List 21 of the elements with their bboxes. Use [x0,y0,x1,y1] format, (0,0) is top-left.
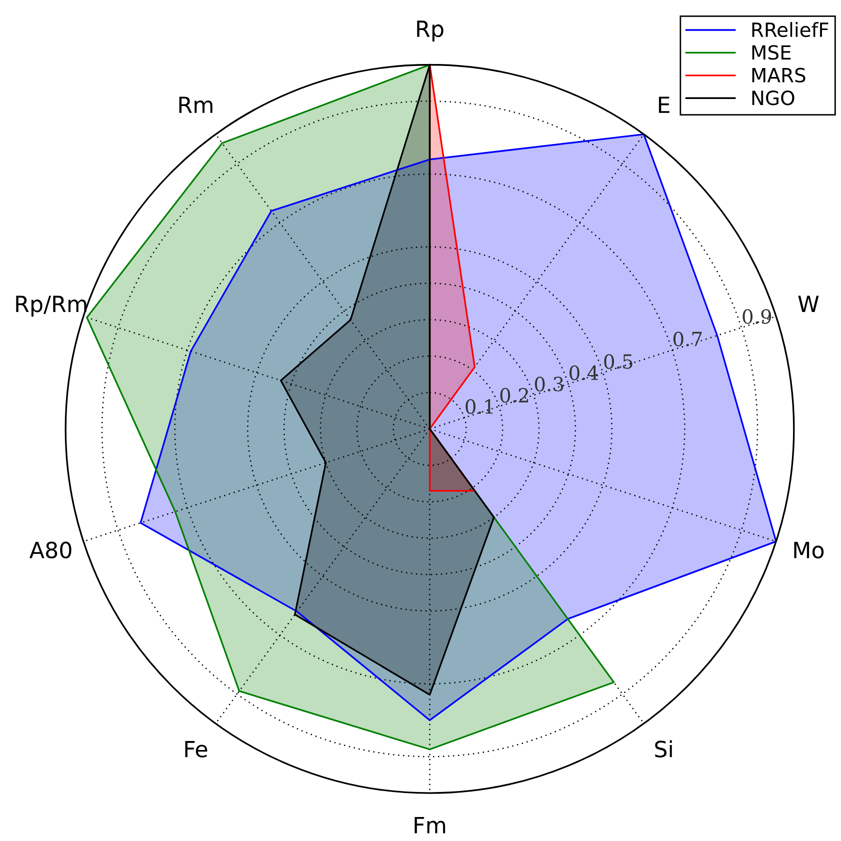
y-tick-label: 0.4 [570,365,598,380]
y-tick-label: 0.2 [500,388,528,403]
spoke-label: Si [655,740,672,758]
spoke-label: Mo [794,542,824,558]
spoke-label: W [798,296,819,312]
spoke-label: Rp [417,20,444,42]
spoke-label: Fm [414,817,446,834]
y-tick-label: 0.5 [604,354,632,369]
spoke-label: Rm [179,96,212,113]
legend-label: RReliefF [752,22,828,38]
y-tick-label: 0.3 [534,376,564,392]
spoke-label: Fe [185,740,208,758]
spoke-label: E [658,96,670,113]
y-tick-label: 0.9 [742,309,772,324]
spoke-label: A80 [29,542,72,558]
legend-label: MSE [752,45,791,60]
y-tick-label: 0.7 [673,332,702,346]
legend-label: NGO [752,90,794,106]
y-tick-label: 0.1 [466,399,493,414]
legend-label: MARS [752,68,806,83]
spoke-label: Rp/Rm [16,296,86,317]
